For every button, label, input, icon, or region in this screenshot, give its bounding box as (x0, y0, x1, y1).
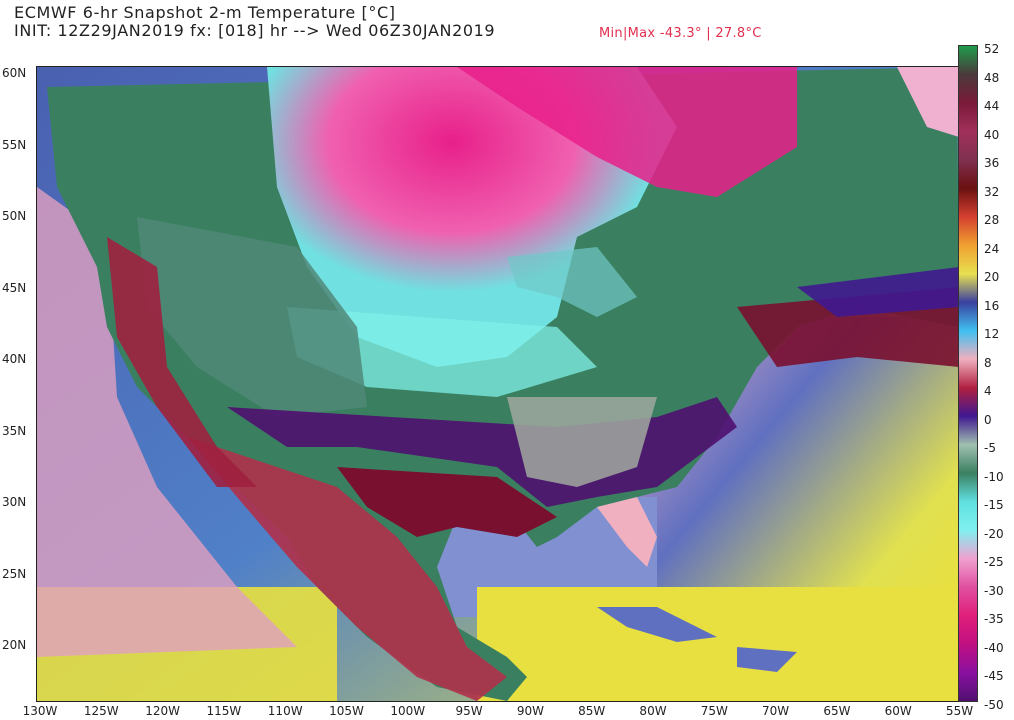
gulf-coast-red (337, 467, 557, 537)
lat-label: 45N (2, 280, 27, 295)
lon-label: 100W (390, 704, 426, 718)
colorbar-tick-label: 24 (984, 241, 1000, 256)
colorbar-tick-label: -45 (984, 669, 1004, 683)
colorbar-tick-label: 4 (984, 384, 992, 398)
colorbar-tick-label: -10 (984, 469, 1004, 484)
colorbar-tick-label: 12 (984, 327, 1000, 341)
lon-label: 130W (22, 704, 58, 718)
colorbar-tick-label: 40 (984, 127, 1000, 142)
map-title: ECMWF 6-hr Snapshot 2-m Temperature [°C] (14, 3, 396, 22)
lat-label: 40N (2, 352, 27, 366)
min-max-readout: Min|Max -43.3° | 27.8°C (599, 26, 762, 41)
temperature-field (37, 67, 959, 701)
ne-coastal-purple (797, 267, 959, 317)
pacific-coastal-band (37, 187, 297, 657)
colorbar-tick-label: 44 (984, 99, 1000, 113)
colorbar-tick-label: -30 (984, 583, 1004, 598)
lon-label: 120W (145, 704, 180, 718)
lon-label: 80W (639, 704, 667, 718)
quebec-cold-core (457, 67, 797, 197)
lon-label: 75W (700, 704, 728, 718)
colorbar-tick-label: -40 (984, 640, 1004, 655)
florida (597, 497, 657, 567)
lon-label: 65W (823, 704, 851, 718)
hispaniola (737, 647, 797, 672)
southeast-gray (507, 397, 657, 487)
lon-label: 55W (945, 704, 974, 718)
colorbar-tick-label: -5 (984, 441, 996, 455)
lon-label: 125W (83, 704, 119, 718)
colorbar-tick-label: 0 (984, 412, 992, 427)
colorbar-tick-label: 20 (984, 270, 1000, 284)
lon-label: 95W (455, 704, 483, 718)
cuba (597, 607, 717, 642)
greenland (897, 67, 959, 137)
lat-label: 60N (2, 66, 27, 80)
lat-label: 35N (2, 423, 27, 438)
mexico-warm (187, 437, 507, 701)
lat-label: 30N (2, 495, 27, 509)
color-scale-bar (958, 45, 978, 702)
lon-label: 110W (267, 704, 303, 718)
colorbar-tick-label: 32 (984, 184, 1000, 199)
lat-label: 25N (2, 566, 27, 581)
great-lakes (507, 247, 637, 317)
temperature-map (36, 66, 960, 702)
colorbar-tick-label: -25 (984, 555, 1004, 569)
cyan-ring (287, 307, 597, 397)
colorbar-tick-label: -20 (984, 526, 1004, 541)
lat-label: 50N (2, 209, 27, 223)
colorbar-tick-label: -35 (984, 612, 1004, 626)
lon-label: 70W (762, 704, 790, 718)
colorbar-tick-label: -50 (984, 697, 1004, 712)
colorbar-tick-label: 28 (984, 213, 1000, 227)
west-coast-red (107, 237, 257, 487)
colorbar-tick-label: -15 (984, 498, 1004, 512)
colorbar-tick-label: 52 (984, 42, 1000, 56)
rockies (137, 217, 367, 417)
init-forecast-line: INIT: 12Z29JAN2019 fx: [018] hr --> Wed … (14, 21, 496, 40)
lon-label: 85W (578, 704, 606, 718)
lon-label: 105W (329, 704, 364, 718)
lon-label: 60W (884, 704, 912, 718)
colorbar-tick-label: 16 (984, 298, 1000, 313)
lon-label: 115W (206, 704, 242, 718)
lat-label: 55N (2, 137, 27, 152)
caribbean-warm (477, 587, 959, 701)
colorbar-tick-label: 36 (984, 156, 1000, 170)
colorbar-tick-label: 8 (984, 355, 992, 370)
colorbar-tick-label: 48 (984, 70, 1000, 85)
lon-label: 90W (516, 704, 544, 718)
lat-label: 20N (2, 638, 27, 652)
